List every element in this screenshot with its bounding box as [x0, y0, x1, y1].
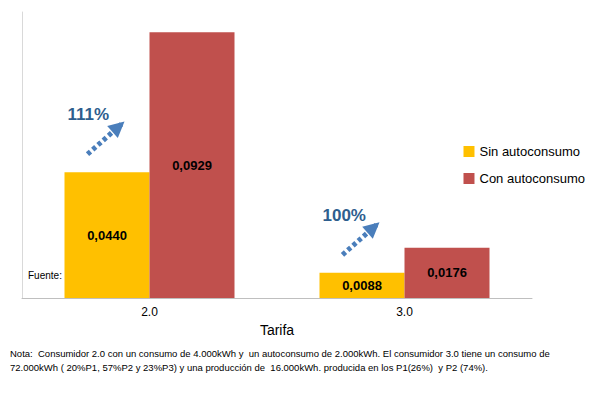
svg-text:Tarifa: Tarifa — [260, 322, 294, 338]
svg-text:3.0: 3.0 — [396, 305, 413, 319]
svg-text:Fuente: UNEF: Fuente: UNEF — [28, 269, 95, 281]
svg-text:72.000kWh ( 20%P1, 57%P2 y 23%: 72.000kWh ( 20%P1, 57%P2 y 23%P3) y una … — [10, 362, 488, 373]
svg-text:2.0: 2.0 — [141, 305, 158, 319]
svg-text:Sin autoconsumo: Sin autoconsumo — [479, 144, 579, 159]
svg-text:0,0176: 0,0176 — [427, 265, 467, 280]
svg-text:0,0440: 0,0440 — [87, 228, 127, 243]
svg-text:100%: 100% — [323, 206, 366, 225]
svg-text:111%: 111% — [68, 105, 110, 124]
svg-text:Con autoconsumo: Con autoconsumo — [479, 171, 585, 186]
svg-text:0,0088: 0,0088 — [342, 278, 382, 293]
svg-text:0,0929: 0,0929 — [172, 158, 212, 173]
svg-text:Nota: Consumidor 2.0 con un c: Nota: Consumidor 2.0 con un consumo de 4… — [10, 348, 552, 359]
